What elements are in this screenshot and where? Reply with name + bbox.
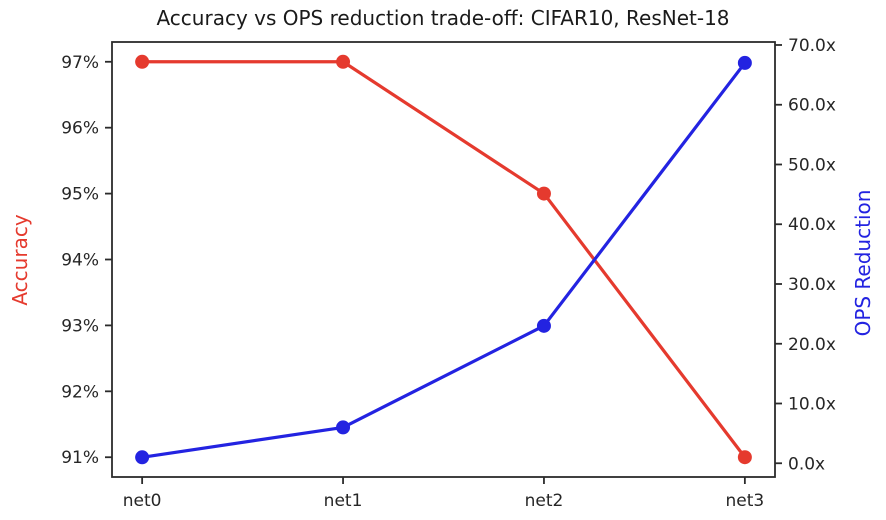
data-point-accuracy [536, 186, 551, 201]
left-tick-label: 92% [61, 382, 99, 402]
data-point-ops-reduction [536, 318, 551, 333]
right-tick-label: 20.0x [788, 335, 836, 355]
right-tick-label: 50.0x [788, 155, 836, 175]
data-point-accuracy [135, 54, 150, 69]
left-tick-label: 91% [61, 448, 99, 468]
right-tick-label: 30.0x [788, 275, 836, 295]
chart-title: Accuracy vs OPS reduction trade-off: CIF… [156, 6, 730, 30]
right-tick-label: 60.0x [788, 96, 836, 116]
series-line-ops-reduction [140, 61, 747, 459]
left-tick-label: 95% [61, 185, 99, 205]
right-tick-label: 10.0x [788, 395, 836, 415]
x-tick-label: net3 [726, 491, 765, 511]
left-tick-label: 93% [61, 316, 99, 336]
data-point-accuracy [737, 450, 752, 465]
data-point-ops-reduction [135, 450, 150, 465]
right-tick-label: 40.0x [788, 215, 836, 235]
data-point-accuracy [336, 54, 351, 69]
x-tick-label: net0 [123, 491, 162, 511]
x-tick-label: net1 [324, 491, 363, 511]
data-point-ops-reduction [336, 420, 351, 435]
series-line-accuracy [140, 60, 747, 459]
plot-spines [111, 41, 776, 478]
data-point-ops-reduction [737, 55, 752, 70]
right-tick-label: 70.0x [788, 36, 836, 56]
x-tick-label: net2 [525, 491, 564, 511]
left-tick-label: 97% [61, 53, 99, 73]
left-tick-label: 94% [61, 251, 99, 271]
right-tick-label: 0.0x [788, 454, 825, 474]
left-tick-label: 96% [61, 119, 99, 139]
